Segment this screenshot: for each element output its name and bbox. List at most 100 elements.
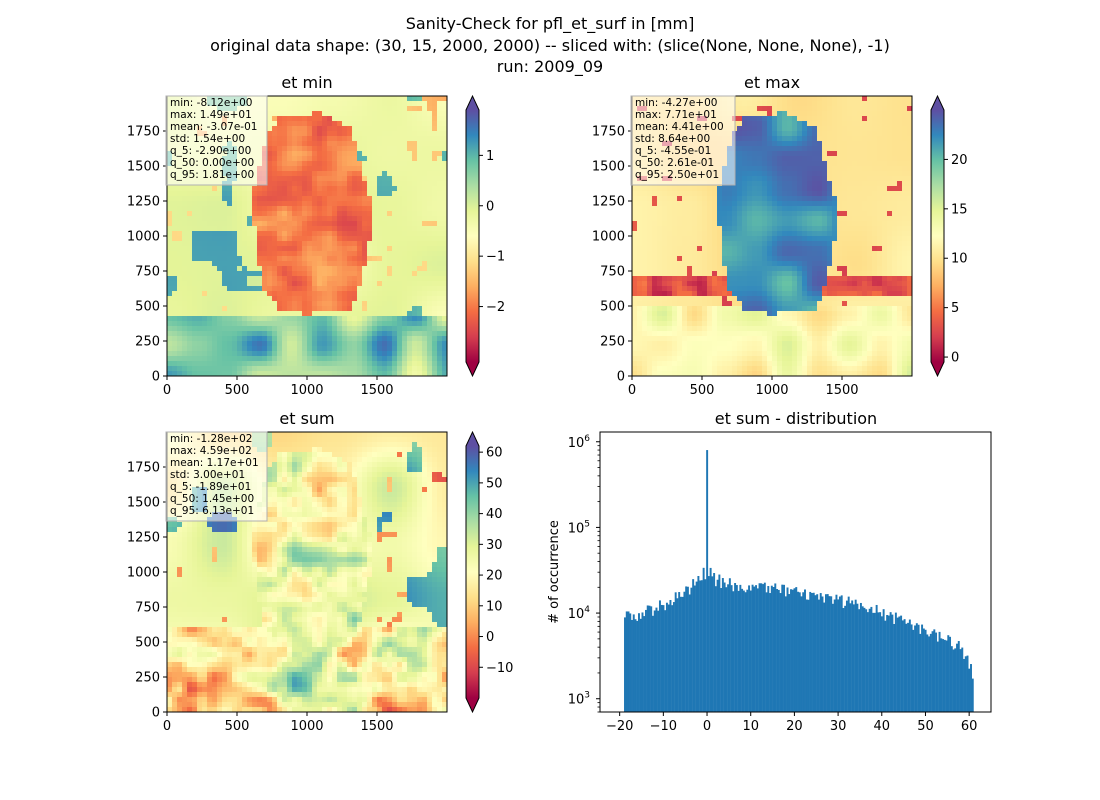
heatmap-cell (272, 291, 278, 297)
heatmap-cell (832, 136, 838, 142)
heatmap-cell (792, 156, 798, 162)
heatmap-cell (247, 316, 253, 322)
heatmap-cell (367, 141, 373, 147)
heatmap-cell (297, 356, 303, 362)
heatmap-cell (252, 321, 258, 327)
heatmap-cell (757, 241, 763, 247)
heatmap-cell (832, 106, 838, 112)
heatmap-cell (342, 311, 348, 317)
heatmap-cell (787, 251, 793, 257)
heatmap-cell (787, 151, 793, 157)
heatmap-cell (877, 101, 883, 107)
heatmap-cell (292, 261, 298, 267)
heatmap-cell (662, 221, 668, 227)
heatmap-cell (667, 251, 673, 257)
heatmap-cell (427, 121, 433, 127)
heatmap-cell (722, 231, 728, 237)
heatmap-cell (352, 111, 358, 117)
heatmap-cell (852, 186, 858, 192)
heatmap-cell (352, 251, 358, 257)
heatmap-cell (327, 201, 333, 207)
heatmap-cell (237, 326, 243, 332)
heatmap-cell (877, 211, 883, 217)
heatmap-cell (757, 101, 763, 107)
heatmap-cell (402, 116, 408, 122)
heatmap-cell (242, 311, 248, 317)
heatmap-cell (427, 131, 433, 137)
heatmap-cell (387, 256, 393, 262)
heatmap-cell (432, 191, 438, 197)
heatmap-cell (812, 171, 818, 177)
heatmap-cell (802, 191, 808, 197)
heatmap-cell (242, 191, 248, 197)
heatmap-cell (217, 321, 223, 327)
heatmap-cell (392, 306, 398, 312)
heatmap-cell (802, 166, 808, 172)
heatmap-cell (842, 166, 848, 172)
heatmap-cell (882, 196, 888, 202)
heatmap-cell (357, 351, 363, 357)
heatmap-cell (287, 256, 293, 262)
heatmap-cell (787, 146, 793, 152)
heatmap-cell (292, 241, 298, 247)
heatmap-cell (432, 251, 438, 257)
heatmap-cell (287, 136, 293, 142)
heatmap-cell (822, 196, 828, 202)
heatmap-cell (802, 186, 808, 192)
heatmap-cell (752, 181, 758, 187)
heatmap-cell (272, 151, 278, 157)
heatmap-cell (252, 221, 258, 227)
heatmap-cell (397, 111, 403, 117)
heatmap-cell (312, 371, 318, 376)
heatmap-cell (437, 266, 443, 272)
heatmap-cell (397, 166, 403, 172)
heatmap-cell (847, 241, 853, 247)
heatmap-cell (707, 246, 713, 252)
heatmap-cell (342, 356, 348, 362)
heatmap-cell (337, 116, 343, 122)
heatmap-cell (167, 371, 173, 376)
heatmap-cell (747, 126, 753, 132)
heatmap-cell (867, 121, 873, 127)
heatmap-cell (347, 221, 353, 227)
heatmap-cell (297, 151, 303, 157)
heatmap-cell (237, 286, 243, 292)
heatmap-cell (407, 281, 413, 287)
heatmap-cell (882, 211, 888, 217)
heatmap-cell (377, 321, 383, 327)
heatmap-cell (822, 221, 828, 227)
figure-title-line-2: original data shape: (30, 15, 2000, 2000… (210, 36, 890, 55)
heatmap-cell (352, 266, 358, 272)
heatmap-cell (847, 171, 853, 177)
heatmap-cell (717, 191, 723, 197)
heatmap-cell (432, 316, 438, 322)
heatmap-cell (222, 336, 228, 342)
heatmap-cell (907, 221, 912, 227)
heatmap-cell (217, 251, 223, 257)
heatmap-cell (332, 271, 338, 277)
heatmap-cell (767, 96, 773, 102)
heatmap-cell (772, 221, 778, 227)
heatmap-cell (227, 301, 233, 307)
heatmap-cell (392, 296, 398, 302)
heatmap-cell (332, 201, 338, 207)
heatmap-cell (422, 371, 428, 376)
heatmap-cell (197, 296, 203, 302)
heatmap-cell (217, 226, 223, 232)
heatmap-cell (407, 171, 413, 177)
heatmap-cell (432, 221, 438, 227)
heatmap-cell (197, 286, 203, 292)
heatmap-cell (767, 196, 773, 202)
heatmap-cell (167, 366, 173, 372)
heatmap-cell (252, 261, 258, 267)
heatmap-cell (317, 226, 323, 232)
heatmap-cell (347, 211, 353, 217)
heatmap-cell (242, 356, 248, 362)
heatmap-cell (352, 256, 358, 262)
heatmap-cell (657, 251, 663, 257)
heatmap-cell (682, 216, 688, 222)
heatmap-cell (692, 251, 698, 257)
heatmap-cell (367, 111, 373, 117)
heatmap-cell (372, 306, 378, 312)
heatmap-cell (302, 171, 308, 177)
